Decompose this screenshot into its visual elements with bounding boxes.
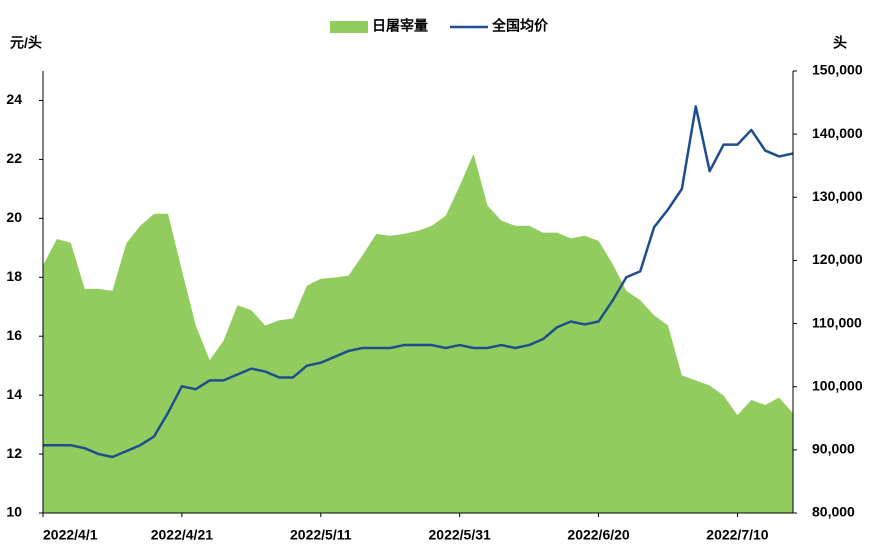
y-tick-label: 24 (6, 91, 22, 107)
y-tick-label: 16 (6, 327, 22, 343)
y2-tick-label: 110,000 (812, 314, 862, 330)
area (43, 153, 793, 513)
y2-tick-label: 100,000 (812, 377, 863, 393)
x-tick-label: 2022/6/20 (567, 527, 629, 543)
y-tick-label: 10 (6, 504, 22, 520)
y2-tick-label: 150,000 (812, 62, 863, 78)
y-axis-title: 元/头 (10, 35, 42, 51)
x-tick-label: 2022/5/11 (290, 527, 352, 543)
y-tick-label: 14 (6, 386, 22, 402)
y2-tick-label: 130,000 (812, 188, 863, 204)
y2-axis-title: 头 (833, 35, 847, 51)
x-tick-label: 2022/7/10 (706, 527, 768, 543)
y2-tick-label: 120,000 (812, 251, 863, 267)
legend-label: 日屠宰量 (372, 18, 428, 34)
line (43, 105, 794, 459)
legend-label: 全国均价 (491, 18, 549, 34)
x-tick-label: 2022/5/31 (429, 527, 491, 543)
x-tick-label: 2022/4/21 (151, 527, 213, 543)
y2-tick-label: 140,000 (812, 125, 863, 141)
y-tick-label: 20 (6, 209, 22, 225)
y-tick-label: 22 (6, 150, 22, 166)
legend-swatch (330, 21, 368, 33)
y-tick-label: 18 (6, 268, 22, 284)
y2-tick-label: 90,000 (812, 441, 855, 457)
x-tick-label: 2022/4/1 (43, 527, 98, 543)
y2-tick-label: 80,000 (812, 504, 855, 520)
y-tick-label: 12 (6, 445, 22, 461)
